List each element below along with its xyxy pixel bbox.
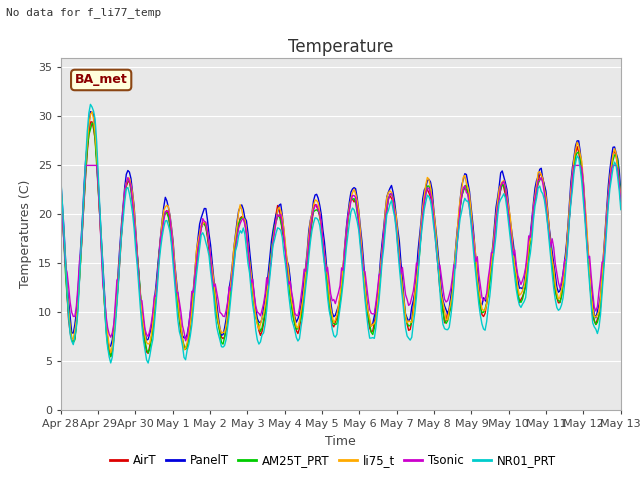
Line: AM25T_PRT: AM25T_PRT xyxy=(61,123,621,357)
Line: NR01_PRT: NR01_PRT xyxy=(61,104,621,363)
li75_t xyxy=(227,279,235,285)
PanelT xyxy=(106,344,113,350)
AirT xyxy=(107,354,115,360)
NR01_PRT xyxy=(255,341,263,347)
AM25T_PRT xyxy=(246,257,253,263)
PanelT xyxy=(57,178,65,183)
Legend: AirT, PanelT, AM25T_PRT, li75_t, Tsonic, NR01_PRT: AirT, PanelT, AM25T_PRT, li75_t, Tsonic,… xyxy=(105,449,561,472)
Tsonic xyxy=(57,188,65,193)
Tsonic xyxy=(617,199,625,205)
Y-axis label: Temperatures (C): Temperatures (C) xyxy=(19,180,32,288)
Tsonic xyxy=(589,290,596,296)
AirT xyxy=(589,313,596,319)
AM25T_PRT xyxy=(589,307,596,313)
AirT xyxy=(88,119,96,125)
NR01_PRT xyxy=(86,101,94,107)
li75_t xyxy=(107,350,115,356)
AM25T_PRT xyxy=(305,242,313,248)
NR01_PRT xyxy=(227,295,235,301)
AM25T_PRT xyxy=(129,201,136,206)
Tsonic xyxy=(305,241,313,247)
PanelT xyxy=(86,109,94,115)
NR01_PRT xyxy=(127,200,135,205)
li75_t xyxy=(88,109,96,115)
AirT xyxy=(57,186,65,192)
Line: li75_t: li75_t xyxy=(61,112,621,353)
AM25T_PRT xyxy=(88,120,96,126)
Line: AirT: AirT xyxy=(61,122,621,357)
AirT xyxy=(246,262,253,267)
PanelT xyxy=(589,298,596,304)
PanelT xyxy=(246,247,253,253)
Tsonic xyxy=(182,338,189,344)
NR01_PRT xyxy=(305,254,313,260)
li75_t xyxy=(255,326,263,332)
Tsonic xyxy=(227,288,235,294)
X-axis label: Time: Time xyxy=(325,435,356,448)
li75_t xyxy=(305,233,313,239)
AirT xyxy=(129,196,136,202)
li75_t xyxy=(246,259,253,264)
Title: Temperature: Temperature xyxy=(288,38,394,56)
AirT xyxy=(255,328,263,334)
NR01_PRT xyxy=(57,175,65,180)
PanelT xyxy=(227,275,235,281)
Tsonic xyxy=(82,163,90,168)
AirT xyxy=(617,199,625,204)
li75_t xyxy=(129,190,136,196)
AirT xyxy=(305,246,313,252)
NR01_PRT xyxy=(589,320,596,326)
li75_t xyxy=(589,305,596,311)
li75_t xyxy=(617,192,625,198)
Tsonic xyxy=(246,263,253,268)
Text: No data for f_li77_temp: No data for f_li77_temp xyxy=(6,7,162,18)
AM25T_PRT xyxy=(57,187,65,193)
Tsonic xyxy=(127,184,135,190)
AM25T_PRT xyxy=(107,354,115,360)
NR01_PRT xyxy=(246,270,253,276)
Line: Tsonic: Tsonic xyxy=(61,166,621,341)
NR01_PRT xyxy=(617,207,625,213)
PanelT xyxy=(617,190,625,195)
Tsonic xyxy=(255,311,263,316)
Text: BA_met: BA_met xyxy=(75,73,127,86)
Line: PanelT: PanelT xyxy=(61,112,621,347)
li75_t xyxy=(57,181,65,187)
PanelT xyxy=(255,319,263,325)
AM25T_PRT xyxy=(255,323,263,328)
AirT xyxy=(227,287,235,293)
PanelT xyxy=(305,228,313,233)
AM25T_PRT xyxy=(227,288,235,293)
PanelT xyxy=(129,189,136,195)
NR01_PRT xyxy=(144,360,152,366)
AM25T_PRT xyxy=(617,195,625,201)
